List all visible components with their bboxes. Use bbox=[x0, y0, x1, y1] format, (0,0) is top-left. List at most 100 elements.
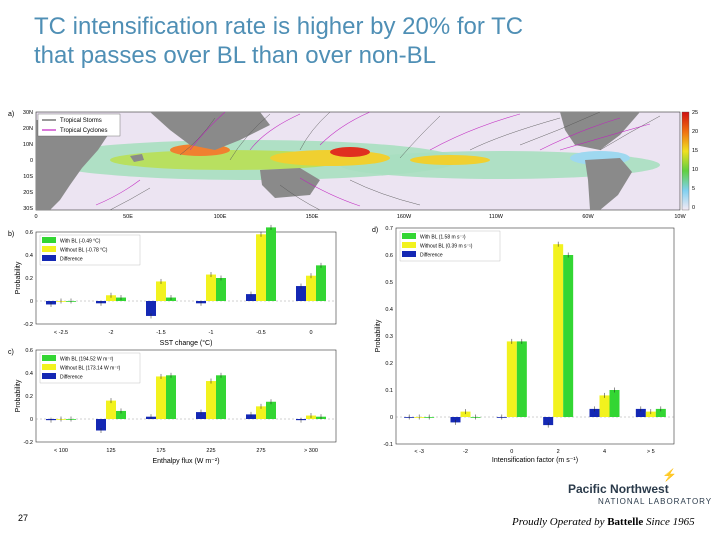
x-axis-label: Intensification factor (m s⁻¹) bbox=[492, 457, 578, 464]
map-colorbar-labels: 25 20 15 10 5 0 bbox=[692, 110, 698, 211]
plot-frame bbox=[395, 227, 675, 445]
map-colorbar bbox=[681, 111, 690, 211]
y-tick-label: 0.1 bbox=[385, 388, 393, 394]
panel-label: d) bbox=[372, 227, 378, 234]
x-tick-label: 0 bbox=[309, 330, 312, 336]
title-line-1: TC intensification rate is higher by 20%… bbox=[34, 13, 524, 40]
y-tick-label: -0.1 bbox=[384, 442, 393, 448]
map-lat-label: 20N bbox=[23, 126, 33, 132]
tagline-brand: Battelle bbox=[607, 516, 644, 528]
x-tick-label: -0.5 bbox=[256, 330, 265, 336]
tagline-pre: Proudly Operated by bbox=[512, 516, 608, 528]
bar bbox=[553, 244, 564, 417]
bar bbox=[563, 255, 574, 417]
map-legend-cyclones: Tropical Cyclones bbox=[60, 128, 107, 134]
y-tick-label: 0.6 bbox=[25, 230, 33, 236]
bar bbox=[156, 376, 166, 419]
map-colorbar-label: 5 bbox=[692, 186, 695, 192]
pnnl-logo: ⚡ Pacific Northwest NATIONAL LABORATORY bbox=[566, 468, 716, 518]
page-title: TC intensification rate is higher by 20%… bbox=[34, 12, 694, 70]
bar bbox=[316, 265, 326, 301]
bar bbox=[543, 417, 554, 426]
battelle-tagline: Proudly Operated by Battelle Since 1965 bbox=[512, 516, 695, 528]
legend-label: With BL (-0.49 °C) bbox=[60, 239, 101, 245]
legend-label: With BL (194.52 W m⁻²) bbox=[60, 357, 114, 363]
legend-swatch bbox=[42, 355, 56, 361]
y-tick-label: 0.6 bbox=[25, 348, 33, 354]
map-panel-label: a) bbox=[8, 111, 14, 118]
x-tick-label: -2 bbox=[109, 330, 114, 336]
x-axis-label: Enthalpy flux (W m⁻²) bbox=[152, 458, 219, 465]
map-colorbar-label: 20 bbox=[692, 129, 698, 135]
bar bbox=[196, 412, 206, 419]
chart-panel-enthalpy: c) 0.6 0.4 0.2 0 -0.2 Probability < 100 125 175 22… bbox=[8, 348, 337, 465]
x-tick-label: 4 bbox=[603, 449, 606, 455]
y-tick-label: 0.3 bbox=[385, 334, 393, 340]
map-lat-label: 30N bbox=[23, 110, 33, 116]
y-axis-label: Probability bbox=[375, 319, 382, 352]
bar bbox=[96, 419, 106, 431]
y-tick-label: -0.2 bbox=[24, 440, 33, 446]
bar bbox=[599, 395, 610, 417]
legend-box bbox=[399, 230, 501, 262]
legend-swatch bbox=[402, 242, 416, 248]
bar bbox=[206, 274, 216, 301]
legend-swatch bbox=[42, 255, 56, 261]
y-tick-label: 0.7 bbox=[385, 226, 393, 232]
panel-label: c) bbox=[8, 349, 14, 356]
y-tick-label: 0.2 bbox=[385, 361, 393, 367]
y-tick-label: 0.2 bbox=[25, 276, 33, 282]
map-field bbox=[36, 112, 661, 210]
legend-box bbox=[39, 352, 141, 384]
tagline-post: Since 1965 bbox=[643, 516, 695, 528]
bar bbox=[266, 227, 276, 301]
y-tick-label: 0.5 bbox=[385, 280, 393, 286]
x-tick-label: 275 bbox=[256, 448, 265, 454]
map-lon-label: 60W bbox=[582, 214, 594, 220]
map-lat-label: 10N bbox=[23, 142, 33, 148]
legend-label: Without BL (-0.78 °C) bbox=[60, 248, 108, 254]
map-lat-label: 20S bbox=[23, 190, 33, 196]
map-colorbar-label: 25 bbox=[692, 110, 698, 116]
x-tick-label: 125 bbox=[106, 448, 115, 454]
x-tick-label: -2 bbox=[463, 449, 468, 455]
y-tick-label: 0 bbox=[30, 299, 33, 305]
x-tick-label: > 300 bbox=[304, 448, 318, 454]
bar bbox=[206, 381, 216, 419]
bar bbox=[296, 286, 306, 301]
map-lon-label: 10W bbox=[674, 214, 686, 220]
x-tick-label: 175 bbox=[156, 448, 165, 454]
lab-mark-icon: ⚡ bbox=[662, 468, 677, 482]
y-axis-label: Probability bbox=[15, 379, 22, 412]
map-colorbar-label: 15 bbox=[692, 148, 698, 154]
bar bbox=[106, 295, 116, 301]
bar bbox=[609, 390, 620, 417]
y-tick-label: 0.4 bbox=[25, 371, 33, 377]
y-tick-label: 0 bbox=[390, 415, 393, 421]
bar bbox=[589, 408, 600, 417]
bar bbox=[256, 234, 266, 301]
bar bbox=[116, 410, 126, 419]
org-name: Pacific Northwest bbox=[568, 482, 669, 496]
bar bbox=[166, 375, 176, 419]
y-tick-label: -0.2 bbox=[24, 322, 33, 328]
map-legend: Tropical Storms Tropical Cyclones bbox=[37, 113, 121, 137]
bar bbox=[266, 401, 276, 419]
y-tick-label: 0.4 bbox=[385, 307, 393, 313]
legend-label: Difference bbox=[60, 375, 83, 381]
org-subtitle: NATIONAL LABORATORY bbox=[598, 497, 713, 506]
legend-label: Difference bbox=[420, 253, 443, 259]
x-tick-label: < 100 bbox=[54, 448, 68, 454]
map-lon-label: 110W bbox=[489, 214, 504, 220]
chart-panel-intensification: d) 0.7 0.6 0.5 0.4 0.3 0.2 0.1 0 -0.1 Probability <… bbox=[372, 226, 675, 464]
legend-swatch bbox=[42, 246, 56, 252]
map-lon-label: 0 bbox=[34, 214, 37, 220]
legend-swatch bbox=[42, 364, 56, 370]
bar bbox=[655, 408, 666, 417]
map-lat-label: 30S bbox=[23, 206, 33, 212]
y-tick-label: 0.6 bbox=[385, 253, 393, 259]
map-panel: a) bbox=[8, 110, 698, 220]
legend-label: Without BL (173.14 W m⁻²) bbox=[60, 366, 121, 372]
bar bbox=[216, 375, 226, 419]
